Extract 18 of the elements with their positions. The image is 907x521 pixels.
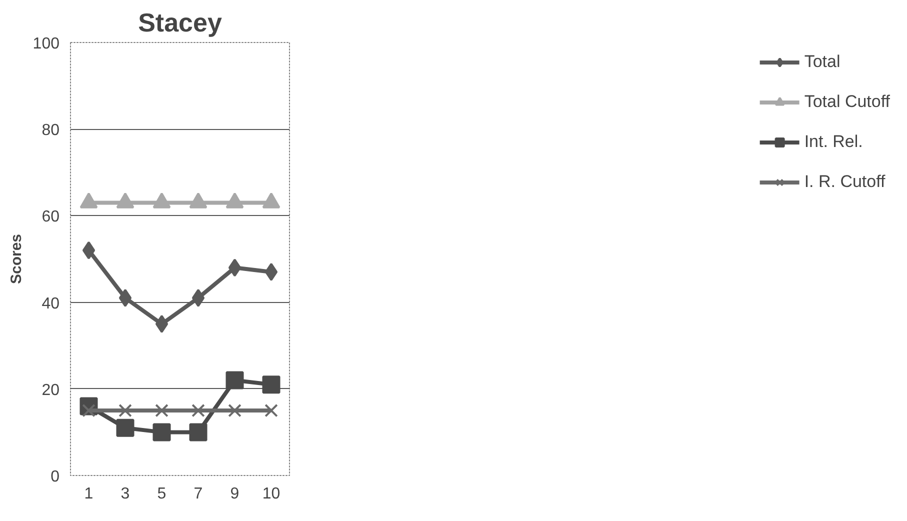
x-tick-label: 7 xyxy=(194,486,203,502)
x-tick-label: 1 xyxy=(84,486,94,502)
x-tick-label: 3 xyxy=(120,486,130,502)
y-tick-label: 100 xyxy=(32,36,60,52)
y-axis-title: Scores xyxy=(8,234,25,284)
x-tick-label: 5 xyxy=(157,486,166,502)
legend-label: Total Cutoff xyxy=(804,92,890,112)
x-tick-label: 9 xyxy=(230,486,240,502)
legend-label: Int. Rel. xyxy=(804,132,863,152)
y-tick-label: 40 xyxy=(42,295,60,312)
y-tick-label: 60 xyxy=(42,208,60,226)
y-tick-label: 80 xyxy=(42,122,60,140)
y-tick-label: 0 xyxy=(50,468,60,486)
legend-label: I. R. Cutoff xyxy=(804,172,886,192)
x-tick-label: 10 xyxy=(262,486,280,502)
chart-title: Stacey xyxy=(138,8,222,38)
y-tick-label: 20 xyxy=(42,382,60,399)
legend-label: Total xyxy=(804,52,840,72)
